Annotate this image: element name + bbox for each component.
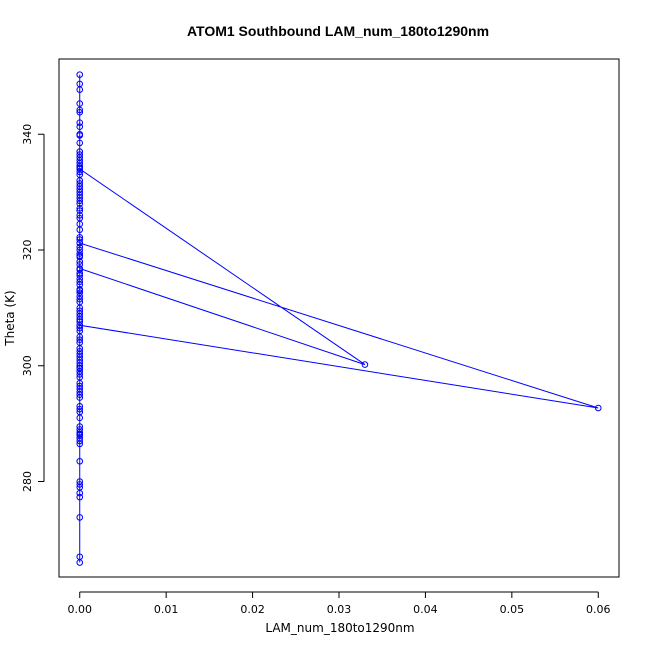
data-point: [76, 405, 84, 413]
data-point: [76, 132, 84, 139]
y-tick-label: 300: [21, 355, 34, 376]
data-point: [76, 139, 84, 147]
data-point: [76, 457, 84, 465]
data-point: [76, 119, 84, 126]
data-point: [76, 180, 84, 187]
data-point: [76, 151, 84, 158]
y-axis-label: Theta (K): [3, 290, 17, 346]
data-point: [76, 423, 84, 430]
x-axis: 0.00 0.01 0.02 0.03 0.04 0.05 0.06: [67, 591, 611, 616]
y-axis: 280 300 320 340: [21, 124, 45, 492]
x-tick-label: 0.02: [240, 603, 265, 616]
y-tick-label: 280: [21, 471, 34, 492]
data-point: [76, 123, 84, 131]
data-point: [76, 440, 84, 448]
data-point: [76, 239, 84, 247]
y-tick-label: 320: [21, 239, 34, 260]
data-point: [594, 404, 602, 412]
x-tick-label: 0.03: [327, 603, 352, 616]
data-point: [76, 324, 84, 332]
data-point: [76, 165, 84, 173]
data-point: [76, 272, 84, 279]
y-tick-label: 340: [21, 124, 34, 145]
data-point: [361, 361, 369, 368]
data-point: [76, 514, 84, 521]
data-point: [76, 265, 84, 272]
data-point: [76, 168, 84, 176]
chart-title: ATOM1 Southbound LAM_num_180to1290nm: [187, 23, 489, 39]
data-point: [76, 481, 84, 488]
data-point: [76, 205, 84, 212]
data-point: [76, 278, 84, 286]
data-point: [76, 318, 84, 326]
plot-area-frame: [58, 58, 620, 578]
data-point: [76, 553, 84, 561]
data-point: [76, 430, 84, 438]
data-point: [76, 287, 84, 294]
data-point: [76, 220, 84, 228]
x-axis-label: LAM_num_180to1290nm: [265, 621, 414, 635]
data-point: [76, 385, 84, 393]
data-point: [76, 493, 84, 501]
data-point: [76, 207, 84, 214]
data-point: [76, 371, 84, 378]
data-point: [76, 106, 84, 114]
data-point: [76, 100, 84, 107]
data-point: [76, 295, 84, 303]
x-tick-label: 0.05: [500, 603, 525, 616]
data-point: [76, 211, 84, 219]
data-point: [76, 200, 84, 207]
data-point: [76, 414, 84, 422]
data-point: [76, 307, 84, 315]
data-point: [76, 321, 84, 329]
data-point: [76, 108, 84, 116]
x-tick-label: 0.06: [586, 603, 611, 616]
data-point: [76, 243, 84, 251]
x-tick-label: 0.04: [413, 603, 438, 616]
data-point: [76, 252, 84, 260]
data-point: [76, 289, 84, 297]
data-point: [76, 250, 84, 257]
data-point: [76, 191, 84, 199]
data-series: [76, 71, 602, 566]
data-point: [76, 388, 84, 396]
data-point: [76, 347, 84, 355]
data-point: [76, 86, 84, 93]
x-tick-label: 0.01: [154, 603, 179, 616]
data-point: [76, 71, 84, 78]
data-point: [76, 269, 84, 277]
data-point: [76, 336, 84, 344]
data-point: [76, 437, 84, 445]
data-point: [76, 489, 84, 497]
data-point: [76, 236, 84, 243]
x-tick-label: 0.00: [67, 603, 92, 616]
